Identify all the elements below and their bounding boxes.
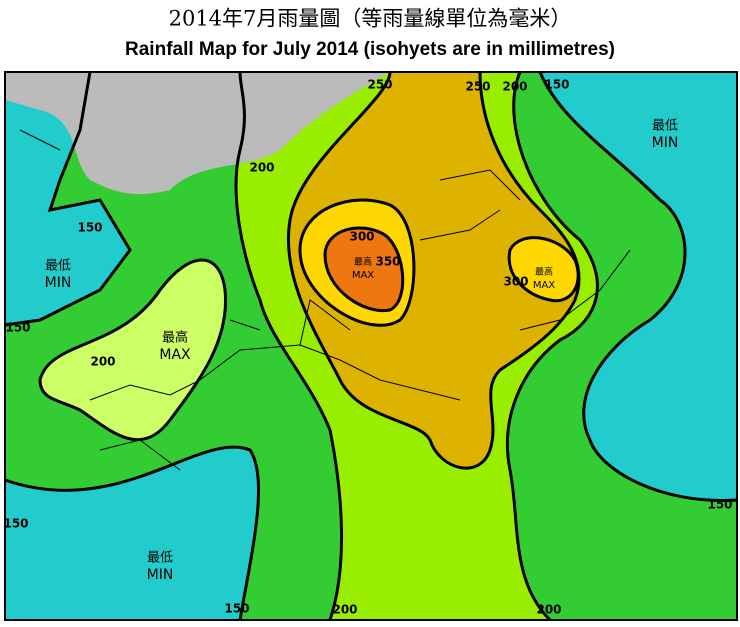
isohyet-label: 200 bbox=[536, 603, 561, 617]
isohyet-label: 150 bbox=[544, 78, 569, 92]
isohyet bbox=[505, 71, 599, 622]
isohyet-label: 300 bbox=[349, 230, 374, 244]
extreme-label-en: MIN bbox=[147, 567, 174, 583]
min-region bbox=[5, 447, 259, 620]
isohyet-label: 150 bbox=[5, 321, 30, 335]
map-border bbox=[4, 71, 738, 621]
isohyet-label: 150 bbox=[3, 517, 28, 531]
isohyet bbox=[323, 226, 405, 313]
land bbox=[5, 72, 390, 195]
extreme-label-zh: 最高 bbox=[162, 330, 188, 346]
isohyet bbox=[538, 71, 738, 502]
isohyet bbox=[234, 71, 344, 621]
zone-300 bbox=[509, 237, 579, 301]
isohyet-label: 350 bbox=[375, 255, 400, 269]
extreme-label-zh: 最低 bbox=[45, 259, 71, 274]
extreme-label-zh: 最低 bbox=[147, 551, 173, 566]
isohyet-label: 200 bbox=[90, 355, 115, 369]
isohyet-label: 200 bbox=[502, 80, 527, 94]
isohyet bbox=[4, 445, 261, 621]
isohyet bbox=[38, 258, 228, 442]
isohyet-label: 250 bbox=[465, 80, 490, 94]
extreme-label-en: MAX bbox=[352, 270, 374, 281]
min-region bbox=[5, 72, 130, 325]
extreme-label-zh: 最高 bbox=[535, 266, 553, 278]
title-zh: 2014年7月雨量圖（等雨量線單位為毫米） bbox=[169, 7, 572, 31]
extreme-label-en: MIN bbox=[45, 275, 72, 291]
isohyet-label: 200 bbox=[332, 603, 357, 617]
min-region bbox=[540, 72, 737, 501]
coastline bbox=[19, 129, 631, 471]
extreme-label-zh: 最高 bbox=[354, 256, 372, 268]
labels: 250 250 200 1502001501502003003503001501501… bbox=[3, 78, 732, 617]
isohyet bbox=[507, 236, 580, 303]
zone-350 bbox=[325, 227, 403, 311]
zone-250 bbox=[288, 72, 580, 469]
isohyet-label: 150 bbox=[224, 602, 249, 616]
extreme-label-en: MAX bbox=[533, 280, 555, 291]
isohyet-label: 150 bbox=[707, 498, 732, 512]
isohyet bbox=[298, 198, 416, 327]
map-area bbox=[4, 71, 738, 622]
extreme-label-zh: 最低 bbox=[652, 119, 678, 134]
title-en: Rainfall Map for July 2014 (isohyets are… bbox=[125, 39, 615, 60]
isohyet-label: 200 bbox=[249, 161, 274, 175]
extreme-label-en: MIN bbox=[652, 135, 679, 151]
isohyet bbox=[287, 71, 581, 470]
isohyet-label: 150 bbox=[77, 221, 102, 235]
isohyet-label: 250 bbox=[367, 78, 392, 92]
zone-200 bbox=[40, 260, 226, 440]
extreme-label-en: MAX bbox=[159, 347, 191, 363]
isohyet-label: 300 bbox=[503, 275, 528, 289]
isohyet bbox=[4, 71, 132, 327]
